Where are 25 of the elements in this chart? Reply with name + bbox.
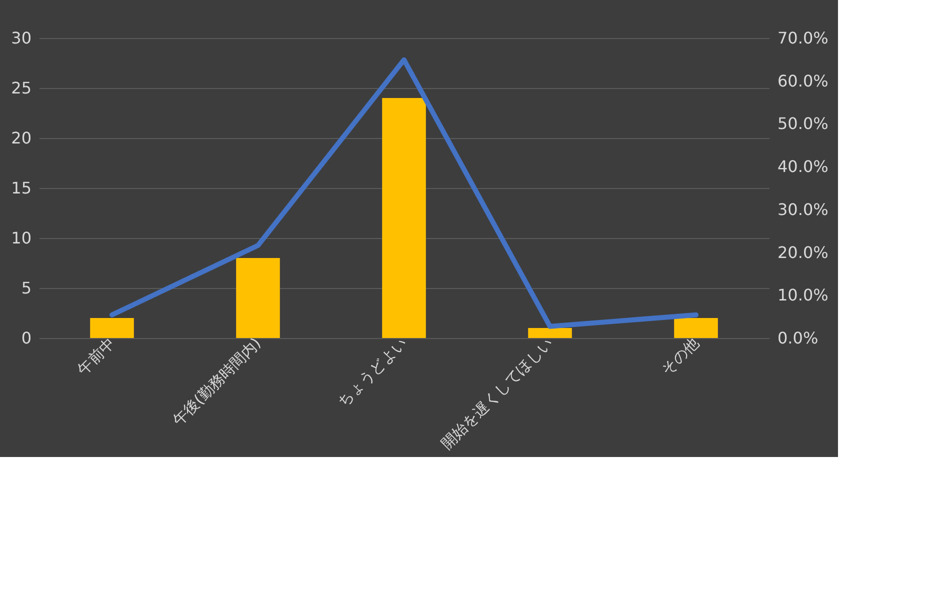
- y-tick-label: 10: [11, 228, 32, 248]
- y-tick-label: 5: [21, 278, 32, 298]
- y2-tick-label: 10.0%: [778, 286, 828, 305]
- y-tick-label: 15: [11, 178, 32, 198]
- y2-tick-label: 60.0%: [778, 71, 828, 90]
- y2-tick-label: 0.0%: [778, 328, 818, 348]
- y-tick-label: 0: [21, 328, 32, 348]
- x-tick-label: 開始を遅くしてほしい: [438, 334, 556, 453]
- x-tick-label: 午後(勤務時間内): [169, 334, 264, 430]
- y2-tick-label: 20.0%: [778, 242, 828, 262]
- y-tick-label: 30: [11, 28, 32, 48]
- y-tick-label: 20: [11, 128, 32, 148]
- x-tick-label: 午前中: [74, 334, 118, 379]
- bar: [90, 318, 134, 338]
- y-tick-label: 25: [11, 78, 32, 98]
- bar: [382, 98, 426, 338]
- bar: [236, 258, 280, 338]
- bar: [674, 318, 718, 338]
- y2-tick-label: 70.0%: [778, 28, 828, 48]
- x-tick-label: ちょうどよい: [334, 334, 410, 411]
- x-tick-label: その他: [658, 334, 702, 379]
- y2-tick-label: 40.0%: [778, 157, 828, 176]
- bar: [528, 328, 572, 338]
- y2-tick-label: 50.0%: [778, 114, 828, 134]
- y2-tick-label: 30.0%: [778, 200, 828, 219]
